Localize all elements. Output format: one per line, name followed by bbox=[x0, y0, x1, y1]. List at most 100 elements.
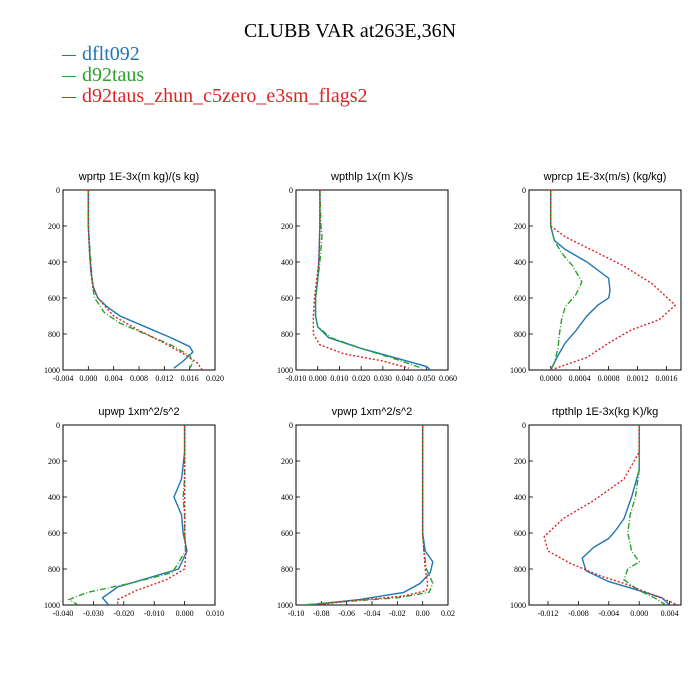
legend-label-3: d92taus_zhun_c5zero_e3sm_flags2 bbox=[82, 85, 368, 107]
series-line-3 bbox=[314, 425, 429, 605]
y-tick-label: 1000 bbox=[44, 601, 60, 610]
x-tick-label: 0.050 bbox=[417, 374, 435, 383]
y-tick-label: 600 bbox=[281, 529, 293, 538]
legend-entry-1: dflt092 bbox=[62, 44, 367, 65]
y-tick-label: 600 bbox=[514, 529, 526, 538]
y-tick-label: 400 bbox=[48, 493, 60, 502]
x-tick-label: -0.030 bbox=[83, 609, 104, 618]
series-line-3 bbox=[117, 425, 187, 605]
x-tick-label: 0.0008 bbox=[598, 374, 620, 383]
x-tick-label: 0.008 bbox=[130, 374, 148, 383]
x-tick-label: -0.012 bbox=[538, 609, 559, 618]
legend: dflt092 d92taus d92taus_zhun_c5zero_e3sm… bbox=[62, 44, 367, 107]
y-tick-label: 400 bbox=[48, 258, 60, 267]
y-tick-label: 400 bbox=[514, 493, 526, 502]
y-tick-label: 200 bbox=[281, 222, 293, 231]
y-tick-label: 1000 bbox=[510, 366, 526, 375]
plot-frame bbox=[528, 189, 682, 371]
y-tick-label: 1000 bbox=[277, 601, 293, 610]
panel-title: wprcp 1E-3x(m/s) (kg/kg) bbox=[543, 171, 667, 183]
x-tick-label: 0.0004 bbox=[569, 374, 591, 383]
y-tick-label: 600 bbox=[48, 294, 60, 303]
y-tick-label: 600 bbox=[514, 294, 526, 303]
series-line-3 bbox=[550, 190, 677, 370]
plot-frame bbox=[62, 424, 216, 606]
y-tick-label: 0 bbox=[289, 186, 293, 195]
y-tick-label: 600 bbox=[48, 529, 60, 538]
y-tick-label: 800 bbox=[514, 330, 526, 339]
x-tick-label: 0.000 bbox=[79, 374, 97, 383]
panel-title: upwp 1xm^2/s^2 bbox=[98, 406, 179, 418]
series-line-3 bbox=[87, 190, 203, 370]
series-line-2 bbox=[314, 190, 423, 369]
x-tick-label: 0.0016 bbox=[656, 374, 678, 383]
plot-frame bbox=[528, 424, 682, 606]
series-line-3 bbox=[543, 425, 678, 605]
legend-swatch-2 bbox=[62, 75, 76, 77]
y-tick-label: 800 bbox=[281, 330, 293, 339]
series-line-1 bbox=[308, 425, 434, 605]
x-tick-label: 0.016 bbox=[181, 374, 199, 383]
legend-entry-3: d92taus_zhun_c5zero_e3sm_flags2 bbox=[62, 86, 367, 107]
x-tick-label: 0.000 bbox=[309, 374, 327, 383]
x-tick-label: 0.060 bbox=[439, 374, 457, 383]
x-tick-label: -0.004 bbox=[598, 609, 619, 618]
x-tick-label: -0.010 bbox=[286, 374, 307, 383]
panel-upwp: upwp 1xm^2/s^2 0 200 400 600 800 1000-0.040 -0.… bbox=[44, 406, 224, 618]
y-tick-label: 600 bbox=[281, 294, 293, 303]
panel-rtpthlp: rtpthlp 1E-3x(kg K)/kg 0 200 400 600 800 1000 -… bbox=[510, 406, 682, 618]
y-tick-label: 0 bbox=[522, 421, 526, 430]
x-tick-label: -0.004 bbox=[53, 374, 74, 383]
x-tick-label: -0.10 bbox=[288, 609, 305, 618]
series-line-2 bbox=[623, 425, 667, 605]
series-line-2 bbox=[67, 425, 187, 605]
series-line-1 bbox=[314, 190, 432, 370]
x-tick-label: 0.0012 bbox=[627, 374, 649, 383]
y-tick-label: 800 bbox=[281, 565, 293, 574]
series-line-2 bbox=[550, 190, 583, 370]
y-tick-label: 800 bbox=[48, 565, 60, 574]
y-tick-label: 800 bbox=[48, 330, 60, 339]
y-tick-label: 0 bbox=[56, 186, 60, 195]
series-line-1 bbox=[87, 190, 194, 369]
y-tick-label: 400 bbox=[514, 258, 526, 267]
x-tick-label: 0.012 bbox=[155, 374, 173, 383]
x-tick-label: -0.010 bbox=[144, 609, 165, 618]
x-tick-label: 0.020 bbox=[352, 374, 370, 383]
y-tick-label: 400 bbox=[281, 258, 293, 267]
y-tick-label: 1000 bbox=[510, 601, 526, 610]
y-tick-label: 0 bbox=[522, 186, 526, 195]
figure-title: CLUBB VAR at263E,36N bbox=[243, 20, 457, 42]
y-tick-label: 200 bbox=[514, 457, 526, 466]
panel-title: wpthlp 1x(m K)/s bbox=[330, 171, 413, 183]
x-tick-label: 0.030 bbox=[374, 374, 392, 383]
x-tick-label: 0.000 bbox=[176, 609, 194, 618]
y-tick-label: 200 bbox=[48, 457, 60, 466]
y-tick-label: 1000 bbox=[277, 366, 293, 375]
x-tick-label: 0.020 bbox=[206, 374, 224, 383]
y-tick-label: 800 bbox=[514, 565, 526, 574]
x-tick-label: 0.00 bbox=[416, 609, 430, 618]
series-line-3 bbox=[312, 190, 410, 369]
legend-swatch-1 bbox=[62, 54, 76, 56]
x-tick-label: -0.008 bbox=[568, 609, 589, 618]
y-tick-label: 1000 bbox=[44, 366, 60, 375]
panel-wprcp: wprcp 1E-3x(m/s) (kg/kg) 0 200 400 600 800 100… bbox=[510, 171, 682, 383]
series-line-2 bbox=[302, 425, 434, 605]
x-tick-label: 0.040 bbox=[396, 374, 414, 383]
series-line-1 bbox=[581, 425, 671, 605]
legend-label-2: d92taus bbox=[82, 64, 145, 86]
x-tick-label: -0.020 bbox=[113, 609, 134, 618]
panel-title: wprtp 1E-3x(m kg)/(s kg) bbox=[78, 171, 199, 183]
x-tick-label: -0.06 bbox=[338, 609, 355, 618]
panel-vpwp: vpwp 1xm^2/s^2 0 200 400 600 800 1000-0.10 -0.0… bbox=[277, 406, 455, 618]
x-tick-label: 0.02 bbox=[441, 609, 455, 618]
x-tick-label: -0.02 bbox=[389, 609, 406, 618]
x-tick-label: -0.04 bbox=[364, 609, 381, 618]
x-tick-label: 0.000 bbox=[630, 609, 648, 618]
y-tick-label: 400 bbox=[281, 493, 293, 502]
x-tick-label: 0.0000 bbox=[540, 374, 562, 383]
y-tick-label: 0 bbox=[289, 421, 293, 430]
